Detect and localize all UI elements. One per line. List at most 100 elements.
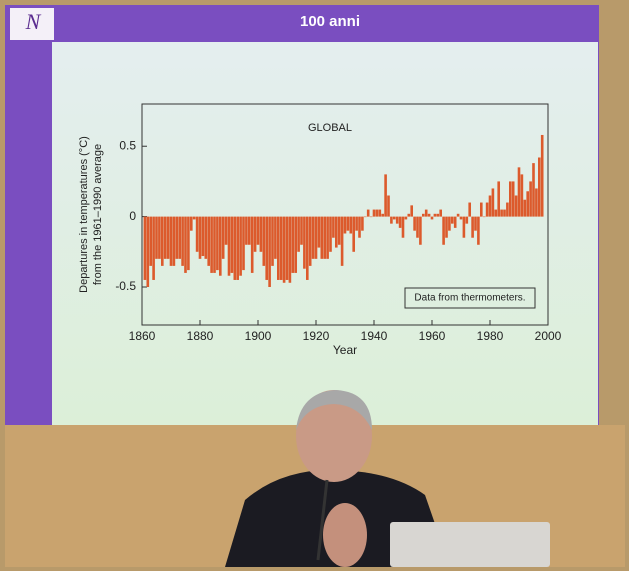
bar bbox=[369, 216, 373, 218]
bar bbox=[311, 216, 315, 259]
bar bbox=[361, 216, 364, 231]
bar bbox=[172, 216, 176, 266]
bar bbox=[329, 216, 332, 252]
bar bbox=[146, 216, 150, 287]
bar bbox=[500, 209, 503, 217]
bar bbox=[239, 216, 242, 276]
bar bbox=[358, 216, 361, 238]
x-tick-label: 1920 bbox=[303, 329, 330, 343]
bar bbox=[323, 216, 327, 259]
bar bbox=[314, 216, 318, 259]
bar bbox=[366, 209, 370, 217]
bar bbox=[210, 216, 213, 273]
bar bbox=[459, 216, 463, 220]
speaker-hair bbox=[296, 390, 372, 430]
bar bbox=[450, 216, 454, 224]
bar bbox=[242, 216, 245, 271]
bar bbox=[230, 216, 234, 273]
microphone bbox=[316, 479, 329, 561]
bar bbox=[387, 195, 390, 217]
bar bbox=[181, 216, 184, 266]
bar bbox=[213, 216, 216, 273]
bar bbox=[503, 209, 506, 217]
bar bbox=[175, 216, 179, 259]
bar bbox=[462, 216, 466, 238]
x-tick-label: 1980 bbox=[477, 329, 504, 343]
chart-title: GLOBAL bbox=[308, 122, 352, 134]
bar bbox=[477, 216, 480, 245]
bar bbox=[349, 216, 353, 234]
bar bbox=[419, 216, 422, 245]
bar bbox=[334, 216, 338, 248]
bar bbox=[427, 213, 431, 217]
bar bbox=[398, 216, 402, 228]
x-tick-label: 1940 bbox=[361, 329, 388, 343]
bar bbox=[152, 216, 155, 280]
bar bbox=[497, 181, 501, 217]
bar bbox=[155, 216, 158, 259]
bar bbox=[279, 216, 283, 280]
bar bbox=[453, 216, 457, 228]
y-tick-label: -0.5 bbox=[115, 279, 136, 293]
bar bbox=[378, 209, 382, 217]
bar bbox=[485, 202, 489, 217]
logo bbox=[10, 8, 54, 40]
bar bbox=[529, 181, 532, 217]
bar bbox=[508, 181, 512, 217]
bar bbox=[439, 209, 443, 217]
bar bbox=[436, 213, 440, 217]
bar bbox=[416, 216, 419, 238]
bar bbox=[250, 216, 254, 273]
bar bbox=[410, 205, 414, 217]
y-axis-label: Departures in temperatures (°C) bbox=[78, 136, 90, 293]
bar bbox=[491, 188, 495, 217]
bar bbox=[178, 216, 182, 259]
bar bbox=[163, 216, 167, 259]
bar bbox=[221, 216, 225, 259]
bar bbox=[474, 216, 477, 231]
bar bbox=[297, 216, 300, 252]
bar bbox=[352, 216, 356, 252]
bar bbox=[247, 216, 251, 245]
bar bbox=[245, 216, 248, 245]
bar bbox=[256, 216, 260, 245]
bar bbox=[288, 216, 292, 283]
speaker-head bbox=[296, 390, 372, 482]
bar bbox=[421, 213, 425, 217]
bar bbox=[448, 216, 451, 231]
bar bbox=[395, 216, 399, 224]
bar bbox=[198, 216, 202, 259]
bar bbox=[204, 216, 208, 259]
bar bbox=[259, 216, 263, 252]
annotation-box bbox=[404, 287, 536, 309]
bar bbox=[169, 216, 173, 266]
bar bbox=[514, 195, 518, 217]
bar bbox=[433, 213, 437, 217]
bar bbox=[372, 209, 376, 217]
logo-mark: N bbox=[25, 9, 42, 34]
bar bbox=[233, 216, 237, 280]
bar bbox=[404, 216, 408, 220]
bar bbox=[236, 216, 240, 280]
bar bbox=[532, 163, 535, 217]
x-tick-label: 1860 bbox=[129, 329, 156, 343]
laptop bbox=[390, 522, 550, 567]
bar bbox=[520, 174, 524, 217]
bar bbox=[355, 216, 358, 231]
bar bbox=[506, 202, 509, 217]
bar bbox=[160, 216, 164, 266]
bar bbox=[445, 216, 448, 238]
bar bbox=[381, 213, 385, 217]
x-tick-label: 1880 bbox=[187, 329, 214, 343]
bar bbox=[224, 216, 228, 245]
bar bbox=[337, 216, 341, 245]
bar bbox=[494, 209, 498, 217]
bar bbox=[201, 216, 205, 257]
bar bbox=[158, 216, 161, 259]
bar bbox=[343, 216, 347, 234]
bar bbox=[526, 191, 530, 217]
bar bbox=[430, 216, 434, 220]
bar bbox=[320, 216, 324, 259]
bar bbox=[465, 216, 469, 224]
